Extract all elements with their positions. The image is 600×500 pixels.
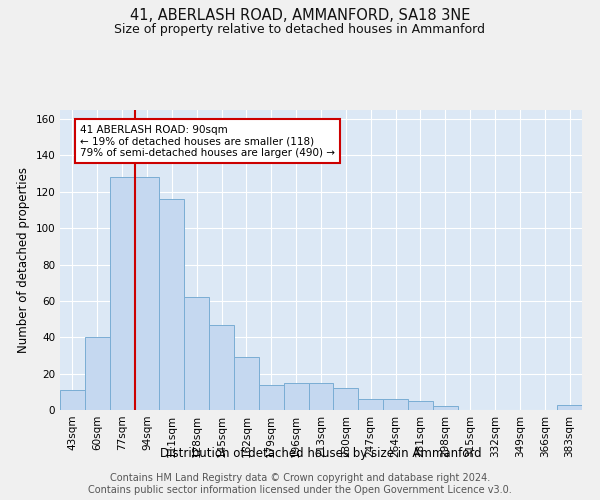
Text: Contains HM Land Registry data © Crown copyright and database right 2024.
Contai: Contains HM Land Registry data © Crown c…	[88, 474, 512, 495]
Bar	[334, 388, 358, 410]
Bar	[383, 399, 408, 410]
Bar	[433, 406, 458, 410]
Y-axis label: Number of detached properties: Number of detached properties	[17, 167, 30, 353]
Bar	[308, 382, 334, 410]
Text: Distribution of detached houses by size in Ammanford: Distribution of detached houses by size …	[160, 448, 482, 460]
Bar	[284, 382, 308, 410]
Bar	[134, 178, 160, 410]
Text: 41 ABERLASH ROAD: 90sqm
← 19% of detached houses are smaller (118)
79% of semi-d: 41 ABERLASH ROAD: 90sqm ← 19% of detache…	[80, 124, 335, 158]
Bar	[209, 324, 234, 410]
Bar	[85, 338, 110, 410]
Text: 41, ABERLASH ROAD, AMMANFORD, SA18 3NE: 41, ABERLASH ROAD, AMMANFORD, SA18 3NE	[130, 8, 470, 22]
Bar	[259, 384, 284, 410]
Bar	[60, 390, 85, 410]
Bar	[234, 358, 259, 410]
Text: Size of property relative to detached houses in Ammanford: Size of property relative to detached ho…	[115, 22, 485, 36]
Bar	[160, 199, 184, 410]
Bar	[184, 298, 209, 410]
Bar	[408, 401, 433, 410]
Bar	[557, 404, 582, 410]
Bar	[358, 399, 383, 410]
Bar	[110, 178, 134, 410]
